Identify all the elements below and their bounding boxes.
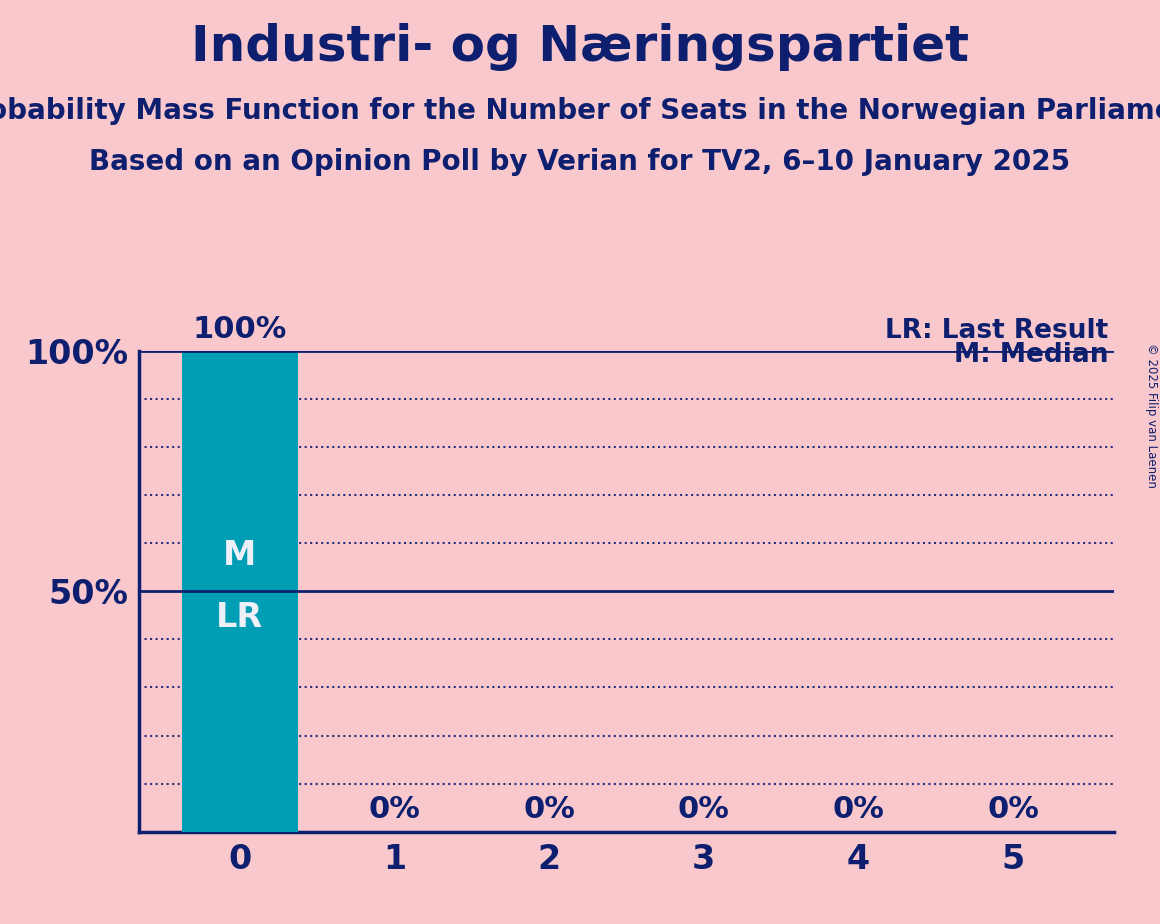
Text: Based on an Opinion Poll by Verian for TV2, 6–10 January 2025: Based on an Opinion Poll by Verian for T… [89, 148, 1071, 176]
Text: M: M [223, 539, 256, 572]
Text: 0%: 0% [987, 796, 1039, 824]
Text: 0%: 0% [677, 796, 730, 824]
Text: Industri- og Næringspartiet: Industri- og Næringspartiet [191, 23, 969, 71]
Text: © 2025 Filip van Laenen: © 2025 Filip van Laenen [1145, 344, 1159, 488]
Text: 0%: 0% [833, 796, 884, 824]
Text: LR: Last Result: LR: Last Result [885, 318, 1109, 344]
Bar [182, 351, 298, 832]
Text: 0%: 0% [523, 796, 575, 824]
Text: 0%: 0% [369, 796, 420, 824]
Text: M: Median: M: Median [955, 342, 1109, 368]
Text: 100%: 100% [193, 315, 287, 344]
Text: LR: LR [216, 601, 263, 634]
Text: Probability Mass Function for the Number of Seats in the Norwegian Parliament: Probability Mass Function for the Number… [0, 97, 1160, 125]
